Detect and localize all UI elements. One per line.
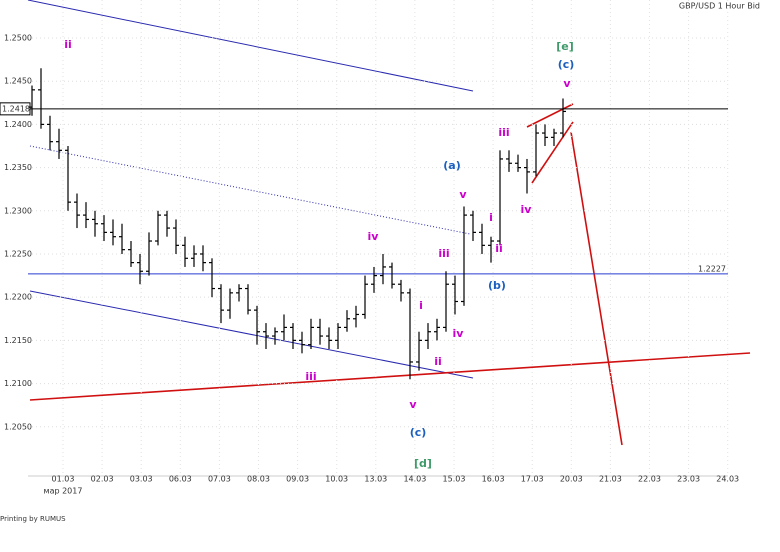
x-tick-label: 08.03 xyxy=(247,475,270,484)
wave-label: iv xyxy=(368,230,380,243)
channel-bottom xyxy=(29,290,474,379)
wave-label: iii xyxy=(305,370,316,383)
x-tick-label: 10.03 xyxy=(325,475,348,484)
x-sublabel: мар 2017 xyxy=(44,487,83,496)
footer: Printing by RUMUS xyxy=(0,515,66,523)
wave-label: [e] xyxy=(556,40,574,53)
wave-label: ii xyxy=(434,355,442,368)
projection xyxy=(570,131,623,446)
wave-label: v xyxy=(409,398,417,411)
x-tick-label: 09.03 xyxy=(286,475,309,484)
y-tick-label: 1.2350 xyxy=(4,163,32,172)
wave-label: v xyxy=(459,188,467,201)
wave-label: iv xyxy=(521,203,533,216)
x-tick-label: 22.03 xyxy=(638,475,661,484)
channel-top xyxy=(27,0,474,92)
x-tick-label: 16.03 xyxy=(482,475,505,484)
wave-label: ii xyxy=(64,38,72,51)
wedge-top xyxy=(526,103,574,128)
price-label-box xyxy=(0,102,31,116)
wave-label: i xyxy=(489,211,493,224)
wave-label: [d] xyxy=(414,457,432,470)
channel-mid xyxy=(29,145,471,235)
x-tick-label: 24.03 xyxy=(716,475,739,484)
wave-label: (c) xyxy=(410,426,427,439)
x-tick-label: 07.03 xyxy=(208,475,231,484)
wave-label: i xyxy=(419,299,423,312)
y-tick-label: 1.2100 xyxy=(4,379,32,388)
y-tick-label: 1.2300 xyxy=(4,206,32,215)
x-tick-label: 14.03 xyxy=(403,475,426,484)
x-tick-label: 03.03 xyxy=(130,475,153,484)
y-tick-label: 1.2150 xyxy=(4,336,32,345)
wave-label: (a) xyxy=(443,159,460,172)
trendlines xyxy=(27,0,751,446)
y-tick-label: 1.2450 xyxy=(4,77,32,86)
y-tick-label: 1.2050 xyxy=(4,422,32,431)
wave-label: (c) xyxy=(558,58,575,71)
price-label: 1.2418 xyxy=(2,104,30,113)
x-tick-label: 02.03 xyxy=(91,475,114,484)
y-tick-label: 1.2400 xyxy=(4,120,32,129)
x-tick-label: 23.03 xyxy=(677,475,700,484)
price-label: 1.2227 xyxy=(698,264,726,273)
chart-title: GBP/USD 1 Hour Bid xyxy=(679,2,760,11)
x-tick-label: 06.03 xyxy=(169,475,192,484)
y-tick-label: 1.2200 xyxy=(4,293,32,302)
wave-label: iii xyxy=(438,247,449,260)
x-tick-label: 20.03 xyxy=(560,475,583,484)
support-line xyxy=(29,352,751,401)
wave-label: (b) xyxy=(488,279,506,292)
y-tick-label: 1.2250 xyxy=(4,249,32,258)
x-tick-label: 01.03 xyxy=(52,475,75,484)
wave-label: iii xyxy=(498,126,509,139)
wedge-bottom xyxy=(531,121,574,184)
wave-label: ii xyxy=(495,242,503,255)
y-tick-label: 1.2500 xyxy=(4,34,32,43)
x-tick-label: 17.03 xyxy=(521,475,544,484)
wave-label: iv xyxy=(453,327,465,340)
x-tick-label: 15.03 xyxy=(443,475,466,484)
x-tick-label: 21.03 xyxy=(599,475,622,484)
wave-label: v xyxy=(563,77,571,90)
x-tick-label: 13.03 xyxy=(364,475,387,484)
